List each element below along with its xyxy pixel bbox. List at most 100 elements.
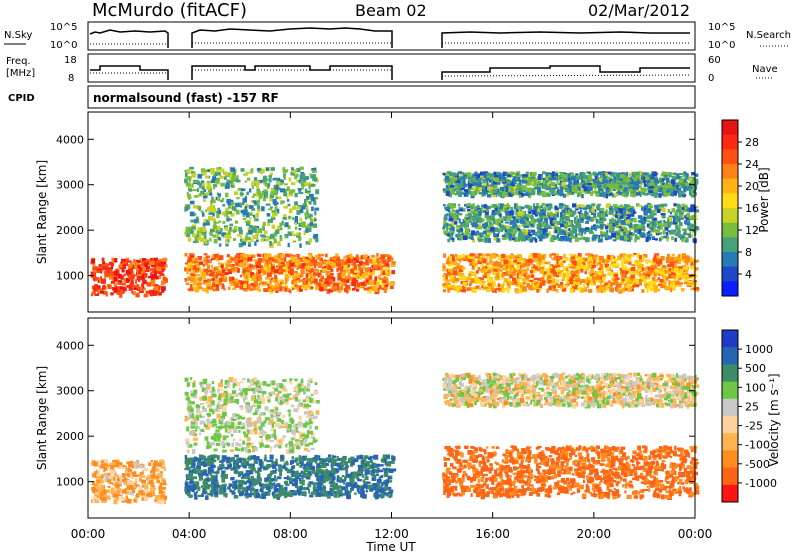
power-cell	[224, 276, 228, 280]
power-cell	[262, 197, 267, 202]
power-cell	[540, 233, 544, 239]
power-cell	[556, 255, 559, 259]
power-cell	[391, 260, 396, 265]
power-cell	[512, 224, 515, 229]
power-cell	[215, 286, 220, 291]
power-cell	[532, 203, 535, 208]
power-cell	[651, 268, 655, 273]
power-cell	[615, 210, 618, 215]
power-cell	[306, 191, 310, 195]
power-cell	[477, 238, 483, 242]
power-cell	[694, 228, 697, 232]
power-cell	[201, 185, 205, 190]
power-cell	[618, 208, 624, 214]
power-cell	[501, 284, 504, 289]
power-cell	[682, 203, 685, 208]
power-cell	[286, 265, 291, 269]
power-cell	[493, 171, 497, 176]
power-cell	[630, 282, 634, 286]
power-cell	[467, 212, 471, 215]
power-cell	[597, 203, 601, 206]
power-cell	[138, 279, 141, 282]
power-cell	[97, 289, 102, 294]
power-cell	[500, 229, 503, 233]
power-cell	[517, 225, 521, 228]
power-cell	[554, 205, 558, 210]
power-cell	[117, 280, 123, 283]
power-cell	[224, 227, 228, 231]
power-cell	[97, 270, 101, 274]
power-cell	[536, 211, 542, 215]
power-cell	[447, 238, 451, 243]
nsearch-trace	[90, 42, 690, 45]
power-cell	[248, 287, 254, 291]
power-cell	[588, 264, 593, 268]
power-cell	[378, 285, 382, 290]
power-cell	[390, 284, 394, 290]
power-cell	[587, 279, 590, 284]
power-cell	[146, 282, 152, 287]
power-cell	[307, 182, 311, 185]
power-cell	[572, 181, 575, 186]
power-cell	[650, 230, 656, 233]
power-cell	[319, 278, 323, 281]
power-cell	[287, 215, 292, 220]
power-cell	[676, 230, 681, 235]
power-cell	[587, 277, 593, 281]
power-cell	[533, 206, 539, 209]
power-cell	[255, 180, 260, 185]
power-cell	[559, 269, 564, 273]
power-cell	[129, 268, 133, 273]
power-cell	[466, 223, 470, 228]
power-cell	[248, 241, 252, 245]
power-cell	[480, 233, 484, 236]
power-cell	[191, 259, 195, 264]
power-cell	[589, 206, 592, 210]
power-cell	[315, 285, 320, 290]
power-cell	[290, 285, 294, 288]
power-cell	[251, 208, 256, 211]
power-cell	[298, 232, 301, 238]
power-cell	[485, 253, 491, 257]
power-cell	[580, 279, 586, 283]
power-cell	[467, 203, 472, 207]
power-cell	[463, 216, 467, 221]
power-cell	[291, 231, 294, 234]
power-cell	[489, 215, 493, 218]
power-cell	[274, 276, 278, 282]
power-cell	[678, 222, 683, 227]
power-cell	[270, 265, 275, 270]
power-cell	[445, 261, 450, 265]
power-cell	[510, 230, 514, 236]
power-cell	[517, 256, 520, 259]
power-cell	[456, 262, 461, 267]
power-cell	[313, 259, 318, 263]
power-cell	[550, 188, 556, 194]
power-cell	[273, 189, 277, 195]
power-cell	[297, 168, 301, 172]
power-cell	[284, 183, 288, 186]
power-cell	[523, 225, 529, 229]
power-cell	[211, 271, 214, 277]
power-cell	[628, 172, 632, 177]
power-cell	[224, 272, 229, 275]
power-cell	[384, 262, 389, 267]
power-cell	[624, 261, 629, 265]
power-cell	[248, 205, 254, 209]
power-cell	[497, 218, 501, 224]
power-cell	[541, 203, 546, 207]
power-cell	[472, 287, 476, 291]
power-cell	[547, 180, 553, 184]
power-cell	[509, 281, 514, 285]
power-cell	[264, 230, 268, 235]
power-cell	[552, 272, 557, 276]
power-cell	[652, 277, 656, 281]
power-cell	[203, 268, 206, 274]
power-cell	[692, 287, 696, 290]
power-cell	[247, 273, 253, 279]
power-cell	[455, 209, 459, 213]
power-cell	[229, 226, 232, 231]
power-cell	[551, 215, 557, 221]
power-cell	[541, 223, 544, 227]
power-cell	[453, 216, 458, 221]
